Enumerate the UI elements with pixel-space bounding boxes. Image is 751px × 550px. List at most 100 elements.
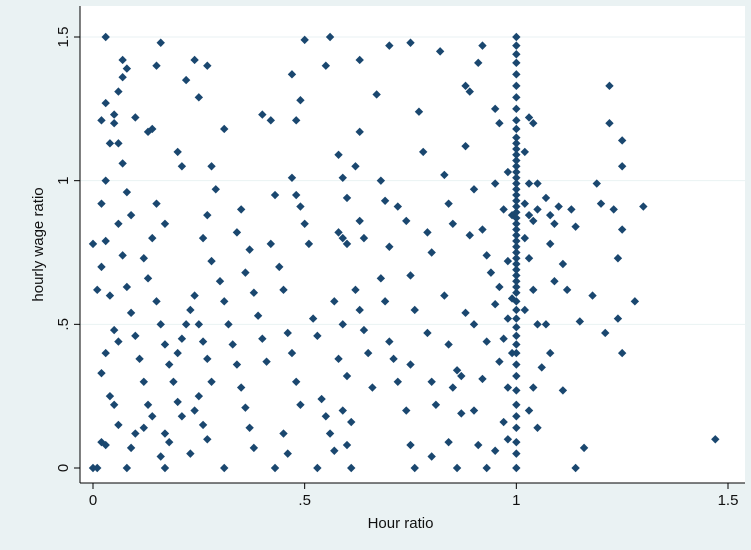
data-point	[529, 285, 538, 295]
data-point	[220, 297, 229, 306]
data-point	[228, 340, 237, 349]
data-point	[465, 87, 474, 96]
data-point	[495, 119, 504, 128]
y-axis-ticks: 0 .5 1 1.5	[55, 27, 80, 472]
data-point	[533, 179, 542, 188]
data-point	[93, 463, 102, 473]
data-point	[126, 308, 136, 318]
data-point	[529, 216, 538, 226]
data-point	[232, 228, 242, 237]
data-point	[419, 147, 428, 157]
data-point	[101, 32, 110, 42]
data-point	[512, 32, 521, 42]
data-point	[444, 199, 453, 208]
data-point	[630, 297, 640, 306]
data-point	[292, 190, 301, 200]
data-point	[482, 337, 491, 346]
data-point	[279, 429, 288, 438]
data-point	[380, 196, 390, 205]
x-tick-label: 1	[512, 492, 520, 509]
data-point	[461, 81, 470, 91]
data-point	[249, 288, 259, 297]
data-point	[148, 124, 157, 134]
data-point	[292, 377, 301, 386]
data-point	[203, 435, 212, 444]
data-point	[512, 93, 521, 102]
data-point	[512, 386, 521, 395]
data-point	[512, 81, 521, 91]
data-point	[241, 403, 250, 412]
data-point	[406, 38, 415, 47]
data-point	[215, 277, 225, 286]
data-point	[105, 291, 115, 300]
data-point	[181, 75, 191, 85]
data-point	[410, 463, 419, 473]
data-point	[546, 210, 555, 220]
data-point	[368, 383, 377, 392]
data-point	[334, 150, 343, 160]
data-point	[165, 360, 174, 369]
data-point	[512, 423, 521, 432]
data-point	[461, 308, 470, 318]
data-point	[499, 334, 508, 343]
data-point	[512, 196, 521, 205]
data-point	[503, 314, 513, 323]
data-point	[347, 417, 356, 427]
data-point	[220, 124, 229, 134]
data-point	[207, 256, 216, 266]
data-point	[503, 383, 513, 392]
y-axis-title: hourly wage ratio	[30, 187, 47, 301]
data-point	[512, 297, 521, 306]
data-point	[512, 248, 521, 257]
data-point	[512, 116, 521, 125]
data-point	[520, 199, 529, 208]
data-point	[592, 179, 601, 188]
data-point	[512, 412, 521, 421]
data-point	[122, 187, 132, 197]
data-point	[186, 305, 195, 315]
data-point	[507, 348, 517, 358]
data-point	[101, 348, 110, 358]
data-point	[211, 185, 220, 194]
data-point	[512, 236, 521, 246]
data-point	[173, 348, 182, 358]
data-point	[355, 216, 364, 226]
data-point	[173, 397, 182, 407]
data-point	[220, 463, 229, 473]
data-point	[617, 162, 627, 171]
data-point	[330, 446, 339, 455]
data-point	[177, 334, 187, 343]
data-point	[512, 254, 521, 263]
data-point	[503, 256, 513, 266]
data-point	[266, 239, 275, 249]
data-point	[605, 119, 614, 128]
data-point	[131, 429, 140, 438]
data-point	[359, 233, 369, 243]
data-point	[160, 429, 170, 438]
data-point	[313, 331, 322, 341]
data-point	[287, 348, 297, 358]
data-point	[122, 463, 132, 473]
data-point	[385, 41, 394, 50]
data-point	[122, 64, 132, 73]
gridlines	[80, 36, 745, 325]
data-point	[372, 90, 381, 99]
data-point	[490, 179, 500, 188]
data-point	[529, 383, 538, 392]
data-point	[512, 50, 521, 59]
data-point	[275, 262, 284, 272]
data-point	[190, 291, 199, 300]
data-point	[287, 173, 297, 182]
data-point	[524, 254, 534, 263]
data-point	[207, 162, 216, 171]
data-point	[131, 331, 140, 341]
data-point	[97, 262, 106, 272]
data-point	[160, 463, 170, 473]
data-point	[495, 282, 504, 292]
data-point	[342, 239, 352, 249]
data-point	[93, 285, 102, 295]
data-point	[376, 176, 386, 185]
data-point	[342, 371, 352, 381]
data-point	[495, 357, 504, 366]
plot-area	[80, 6, 745, 483]
